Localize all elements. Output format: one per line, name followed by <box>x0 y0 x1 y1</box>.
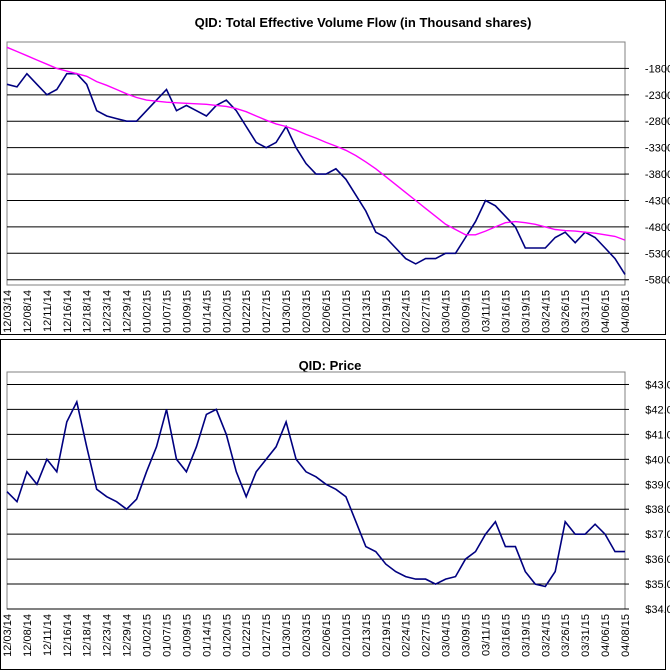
x-tick-label: 02/10/15 <box>341 614 353 657</box>
y-tick-label: $35.0 <box>645 579 670 591</box>
x-tick-label: 02/13/15 <box>361 614 373 657</box>
x-tick-label: 03/31/15 <box>580 614 592 657</box>
x-tick-label: 03/11/15 <box>480 614 492 656</box>
series-line <box>6 46 626 241</box>
x-tick-label: 02/27/15 <box>421 290 433 333</box>
x-tick-label: 12/11/14 <box>42 290 54 332</box>
x-tick-label: 03/19/15 <box>520 614 532 657</box>
y-tick-label: -4300 <box>645 195 670 207</box>
x-tick-label: 01/27/15 <box>261 614 273 657</box>
series-line <box>6 72 626 275</box>
x-tick-label: 02/03/15 <box>301 614 313 657</box>
plot-area <box>6 371 626 610</box>
y-tick-label: -2800 <box>645 116 670 128</box>
y-tick-label: $34.0 <box>645 604 670 616</box>
y-tick-label: $40.0 <box>645 454 670 466</box>
x-tick-label: 02/06/15 <box>321 290 333 333</box>
x-tick-label: 01/22/15 <box>241 290 253 333</box>
y-tick-label: $39.0 <box>645 479 670 491</box>
x-tick-label: 02/24/15 <box>401 614 413 657</box>
y-tick-label: -3800 <box>645 169 670 181</box>
x-tick-label: 03/04/15 <box>441 614 453 657</box>
x-tick-label: 01/22/15 <box>241 614 253 657</box>
x-tick-label: 02/24/15 <box>401 290 413 333</box>
y-tick-label: $41.0 <box>645 429 670 441</box>
x-tick-label: 12/16/14 <box>62 614 74 657</box>
y-tick-label: -3300 <box>645 143 670 155</box>
x-tick-label: 03/09/15 <box>461 290 473 333</box>
y-tick-label: -5300 <box>645 248 670 260</box>
x-tick-label: 03/24/15 <box>540 290 552 333</box>
x-tick-label: 01/27/15 <box>261 290 273 333</box>
x-tick-label: 12/03/14 <box>2 614 14 657</box>
y-tick-label: $37.0 <box>645 529 670 541</box>
x-tick-label: 12/08/14 <box>22 614 34 657</box>
y-tick-label: -2300 <box>645 90 670 102</box>
x-tick-label: 03/26/15 <box>560 614 572 657</box>
x-tick-label: 03/24/15 <box>540 614 552 657</box>
x-tick-label: 02/27/15 <box>421 614 433 657</box>
y-tick-label: $43.0 <box>645 379 670 391</box>
x-tick-label: 12/08/14 <box>22 290 34 333</box>
x-tick-label: 12/29/14 <box>122 290 134 333</box>
plot-area <box>6 41 626 286</box>
x-tick-label: 04/06/15 <box>600 614 612 657</box>
x-tick-label: 01/09/15 <box>181 290 193 333</box>
x-tick-label: 03/09/15 <box>461 614 473 657</box>
x-tick-label: 02/19/15 <box>381 290 393 333</box>
x-tick-label: 02/13/15 <box>361 290 373 333</box>
x-tick-label: 12/18/14 <box>82 290 94 333</box>
x-tick-label: 01/30/15 <box>281 614 293 657</box>
x-tick-label: 04/08/15 <box>620 614 632 657</box>
x-tick-label: 01/14/15 <box>201 614 213 657</box>
chart-title: QID: Price <box>299 358 362 373</box>
x-tick-label: 12/11/14 <box>42 614 54 656</box>
x-tick-label: 12/16/14 <box>62 290 74 333</box>
x-tick-label: 04/08/15 <box>620 290 632 333</box>
x-tick-label: 02/19/15 <box>381 614 393 657</box>
series-line <box>6 399 625 588</box>
x-tick-label: 02/03/15 <box>301 290 313 333</box>
x-tick-label: 02/10/15 <box>341 290 353 333</box>
x-tick-label: 01/14/15 <box>201 290 213 333</box>
x-tick-label: 03/16/15 <box>500 290 512 333</box>
x-tick-label: 04/06/15 <box>600 290 612 333</box>
x-tick-label: 12/23/14 <box>102 614 114 657</box>
x-tick-label: 01/07/15 <box>161 614 173 657</box>
x-tick-label: 01/20/15 <box>221 290 233 333</box>
x-tick-label: 01/07/15 <box>161 290 173 333</box>
x-tick-label: 01/02/15 <box>142 614 154 657</box>
x-tick-label: 02/06/15 <box>321 614 333 657</box>
y-tick-label: -5800 <box>645 275 670 287</box>
chart-title: QID: Total Effective Volume Flow (in Tho… <box>195 15 532 30</box>
y-tick-label: $36.0 <box>645 554 670 566</box>
x-tick-label: 03/31/15 <box>580 290 592 333</box>
x-tick-label: 03/26/15 <box>560 290 572 333</box>
x-tick-label: 01/09/15 <box>181 614 193 657</box>
x-tick-label: 03/04/15 <box>441 290 453 333</box>
x-tick-label: 03/16/15 <box>500 614 512 657</box>
x-tick-label: 12/29/14 <box>122 614 134 657</box>
x-tick-label: 03/11/15 <box>480 290 492 332</box>
y-tick-label: -4800 <box>645 222 670 234</box>
x-tick-label: 12/03/14 <box>2 290 14 333</box>
x-tick-label: 12/23/14 <box>102 290 114 333</box>
x-tick-label: 01/02/15 <box>142 290 154 333</box>
x-tick-label: 03/19/15 <box>520 290 532 333</box>
x-tick-label: 01/30/15 <box>281 290 293 333</box>
y-tick-label: $42.0 <box>645 404 670 416</box>
x-tick-label: 12/18/14 <box>82 614 94 657</box>
y-tick-label: $38.0 <box>645 504 670 516</box>
x-tick-label: 01/20/15 <box>221 614 233 657</box>
y-tick-label: -1800 <box>645 63 670 75</box>
